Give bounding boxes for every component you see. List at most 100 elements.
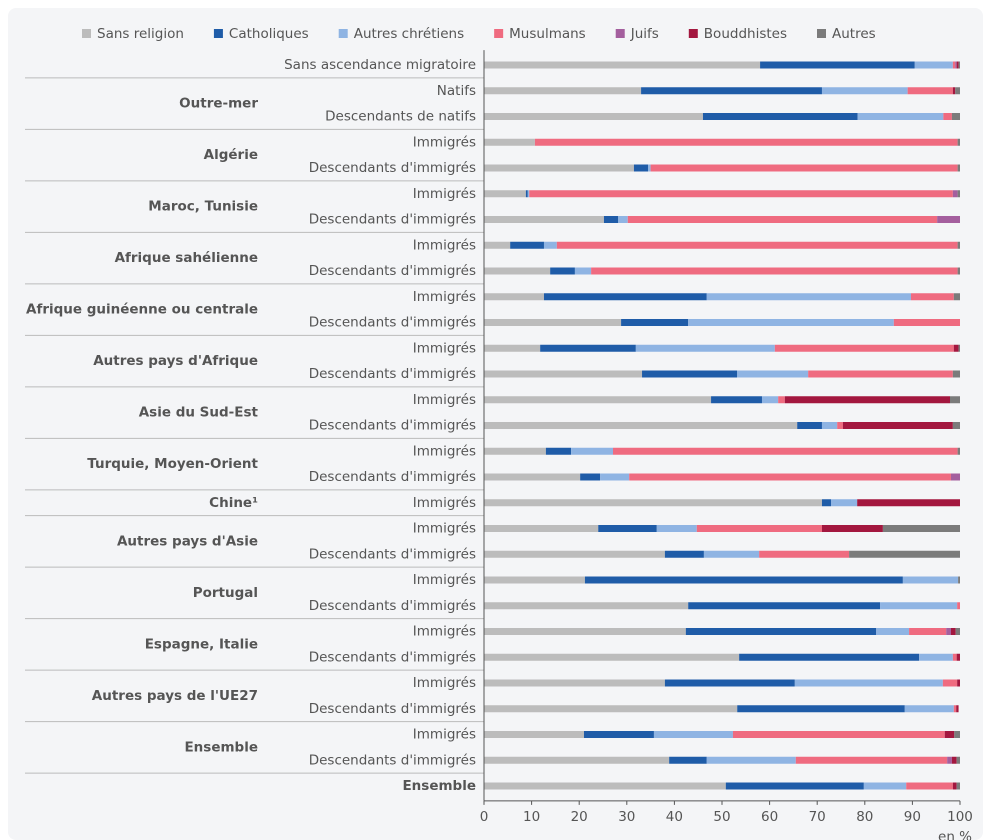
bar-segment xyxy=(821,499,832,507)
bar-segment xyxy=(955,87,960,95)
row-label: Descendants d'immigrés xyxy=(309,701,476,717)
bar-segment xyxy=(484,525,599,532)
bar-segment xyxy=(914,61,953,69)
bar-segment xyxy=(706,293,911,301)
bar-segment xyxy=(910,293,954,301)
bar-segment xyxy=(957,164,960,172)
x-tick-label: 20 xyxy=(571,809,588,825)
legend-label: Bouddhistes xyxy=(704,26,787,42)
bar-segment xyxy=(957,447,960,455)
legend-swatch xyxy=(213,29,223,38)
bar-segment xyxy=(947,756,952,764)
row-label: Immigrés xyxy=(413,521,476,537)
bar-segment xyxy=(591,267,958,275)
bar-segment xyxy=(702,113,858,120)
bar-segment xyxy=(952,422,960,429)
group-label: Maroc, Tunisie xyxy=(148,199,258,215)
bar-segment xyxy=(534,138,958,146)
legend-label: Sans religion xyxy=(97,26,184,42)
bar-segment xyxy=(794,679,943,687)
bar-segment xyxy=(937,216,960,223)
bar-segment xyxy=(821,525,883,532)
bar-segment xyxy=(863,782,907,790)
bar-segment xyxy=(956,782,960,790)
legend-swatch xyxy=(338,29,348,38)
group-label: Afrique sahélienne xyxy=(115,250,258,266)
bar-segment xyxy=(484,113,703,120)
legend-label: Autres xyxy=(832,26,876,42)
bar-segment xyxy=(808,370,953,378)
group-label: Chine¹ xyxy=(209,495,258,511)
bar-segment xyxy=(484,216,604,223)
bar-segment xyxy=(784,396,951,404)
bar-segment xyxy=(849,550,960,558)
bar-segment xyxy=(484,190,526,198)
bar-segment xyxy=(484,293,544,301)
bar-segment xyxy=(842,422,953,429)
bar-segment xyxy=(778,396,785,404)
group-label: Ensemble xyxy=(184,739,258,755)
bar-segment xyxy=(795,756,948,764)
bar-segment xyxy=(484,782,726,790)
row-label: Sans ascendance migratoire xyxy=(284,57,476,73)
bar-segment xyxy=(574,267,592,275)
x-tick-label: 80 xyxy=(856,809,873,825)
bar-segment xyxy=(953,344,959,352)
bar-segment xyxy=(664,550,704,558)
bar-segment xyxy=(761,396,779,404)
bar-segment xyxy=(739,653,920,661)
bar-segment xyxy=(543,241,557,249)
x-tick-label: 30 xyxy=(618,809,635,825)
bar-segment xyxy=(484,731,584,738)
row-label: Descendants d'immigrés xyxy=(309,469,476,485)
bar-segment xyxy=(484,241,511,249)
bar-segment xyxy=(484,370,643,378)
bar-segment xyxy=(484,319,622,326)
bar-segment xyxy=(603,216,619,223)
bar-segment xyxy=(688,602,881,610)
bar-segment xyxy=(942,679,958,687)
bar-segment xyxy=(952,61,956,69)
bar-segment xyxy=(957,602,960,610)
bar-segment xyxy=(484,87,642,95)
bar-segment xyxy=(598,525,657,532)
bar-segment xyxy=(952,370,960,378)
bar-segment xyxy=(957,267,960,275)
bar-segment xyxy=(484,396,712,404)
bar-segment xyxy=(831,499,858,507)
bar-segment xyxy=(955,61,957,69)
bar-segment xyxy=(857,499,960,507)
bar-segment xyxy=(954,731,960,738)
row-label: Descendants d'immigrés xyxy=(309,263,476,279)
bar-segment xyxy=(484,679,665,687)
bar-segment xyxy=(556,241,958,249)
row-label: Immigrés xyxy=(413,134,476,150)
bar-segment xyxy=(484,602,689,610)
row-label: Descendants d'immigrés xyxy=(309,366,476,382)
bar-segment xyxy=(484,447,546,455)
legend-label: Juifs xyxy=(630,26,659,42)
bar-segment xyxy=(907,87,953,95)
bar-segment xyxy=(484,628,686,635)
bar-segment xyxy=(760,61,915,69)
row-label: Descendants de natifs xyxy=(325,109,476,125)
bar-segment xyxy=(725,782,864,790)
bar-segment xyxy=(529,190,953,198)
bar-segment xyxy=(612,447,958,455)
bar-segment xyxy=(951,113,960,120)
legend-swatch xyxy=(82,29,91,38)
bar-segment xyxy=(545,447,572,455)
bar-segment xyxy=(642,370,738,378)
x-tick-label: 40 xyxy=(666,809,683,825)
group-label: Outre-mer xyxy=(179,96,258,112)
bar-segment xyxy=(956,61,959,69)
bar-segment xyxy=(484,138,535,146)
bar-segment xyxy=(821,87,908,95)
bar-segment xyxy=(618,216,628,223)
bar-segment xyxy=(953,293,960,301)
bar-segment xyxy=(946,628,951,635)
bar-segment xyxy=(525,190,528,198)
row-label: Immigrés xyxy=(413,392,476,408)
row-label: Descendants d'immigrés xyxy=(309,315,476,331)
group-label: Turquie, Moyen-Orient xyxy=(87,456,258,472)
